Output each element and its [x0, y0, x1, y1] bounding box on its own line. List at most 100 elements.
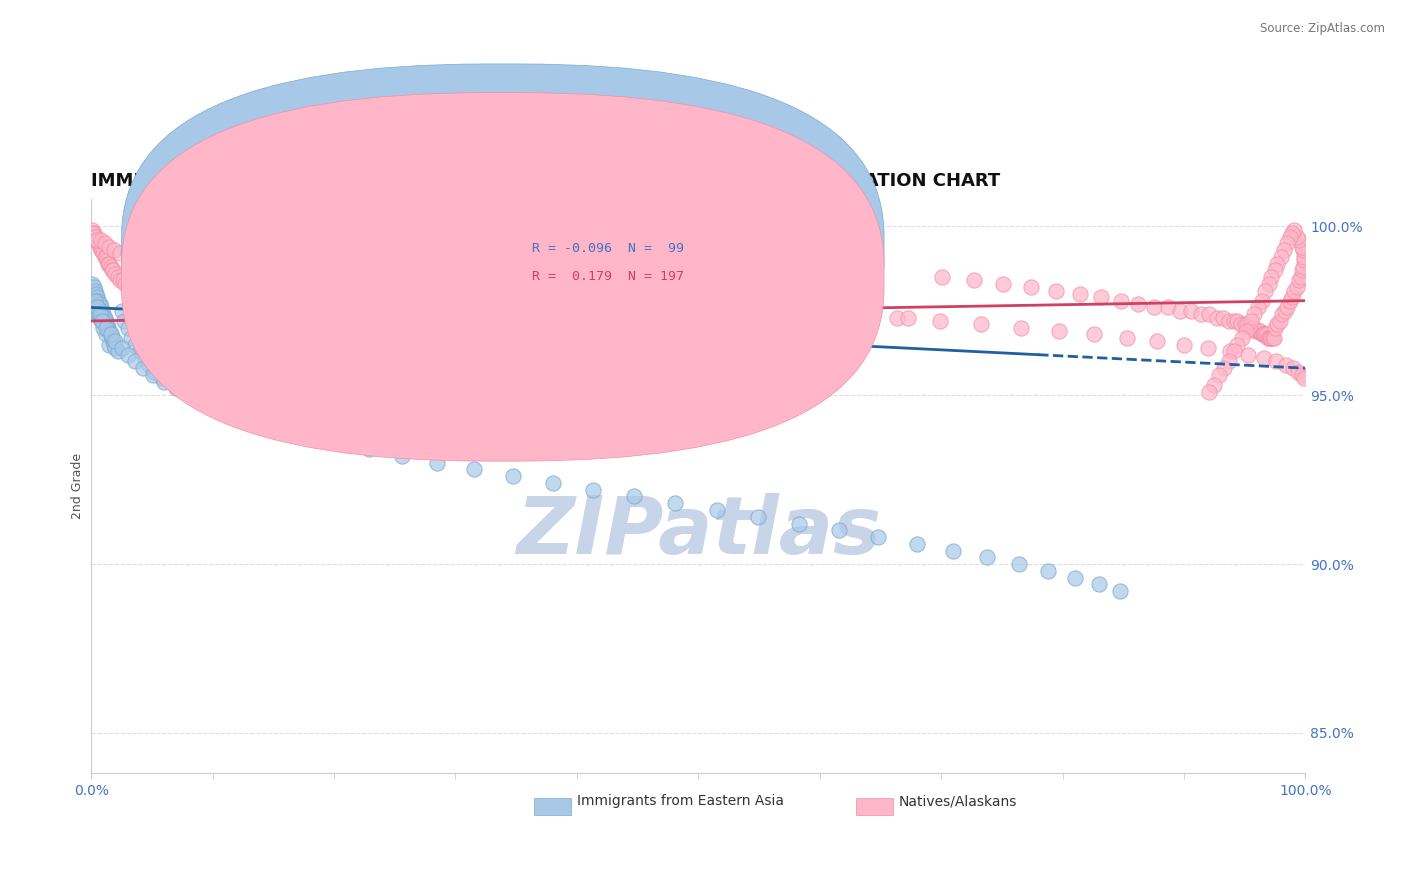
- Point: [103, 337, 125, 351]
- Point: [84, 301, 107, 315]
- Point: [1275, 301, 1298, 315]
- Point: [866, 530, 889, 544]
- Point: [83, 284, 105, 298]
- Point: [159, 287, 181, 301]
- Point: [112, 314, 135, 328]
- Point: [1045, 284, 1067, 298]
- Point: [1036, 564, 1059, 578]
- Point: [89, 307, 111, 321]
- Point: [96, 253, 118, 268]
- Point: [135, 253, 157, 268]
- Point: [110, 341, 132, 355]
- Point: [87, 236, 110, 251]
- Point: [132, 361, 155, 376]
- Point: [1198, 307, 1220, 321]
- Point: [706, 503, 728, 517]
- Point: [125, 250, 148, 264]
- Point: [84, 287, 107, 301]
- Point: [828, 523, 851, 537]
- Point: [1247, 324, 1270, 338]
- Point: [1008, 557, 1031, 571]
- Point: [1233, 318, 1256, 332]
- Point: [329, 378, 352, 392]
- Point: [1285, 280, 1308, 294]
- Point: [905, 537, 928, 551]
- Point: [134, 287, 156, 301]
- Point: [157, 256, 180, 270]
- Point: [1240, 314, 1263, 328]
- Text: R =  0.179  N = 197: R = 0.179 N = 197: [531, 270, 683, 284]
- Point: [1157, 301, 1180, 315]
- Text: Natives/Alaskans: Natives/Alaskans: [898, 795, 1017, 808]
- Point: [1275, 358, 1298, 372]
- Point: [1063, 570, 1085, 584]
- Point: [124, 337, 146, 351]
- Point: [299, 428, 322, 442]
- Point: [786, 303, 808, 318]
- Point: [231, 409, 253, 423]
- Point: [97, 256, 120, 270]
- Point: [787, 516, 810, 531]
- Point: [120, 280, 142, 294]
- Point: [1251, 327, 1274, 342]
- Point: [86, 233, 108, 247]
- Point: [91, 303, 114, 318]
- Point: [90, 233, 112, 247]
- Point: [104, 341, 127, 355]
- Point: [224, 267, 246, 281]
- Point: [94, 320, 117, 334]
- Point: [82, 277, 104, 291]
- Point: [976, 550, 998, 565]
- Point: [1232, 331, 1254, 345]
- Point: [91, 246, 114, 260]
- Point: [963, 273, 986, 287]
- Point: [155, 293, 177, 308]
- Point: [274, 301, 297, 315]
- Point: [1281, 290, 1303, 304]
- Point: [1249, 324, 1271, 338]
- Point: [1272, 243, 1295, 257]
- Point: [1198, 384, 1220, 399]
- Point: [145, 253, 167, 268]
- Point: [1088, 577, 1111, 591]
- Point: [201, 303, 224, 318]
- Point: [1261, 331, 1284, 345]
- Point: [1257, 331, 1279, 345]
- Point: [111, 273, 134, 287]
- Point: [1239, 320, 1261, 334]
- Point: [91, 320, 114, 334]
- Point: [1218, 354, 1240, 368]
- Point: [243, 267, 266, 281]
- Point: [1288, 233, 1310, 247]
- Point: [1240, 320, 1263, 334]
- Point: [298, 368, 321, 382]
- Point: [1268, 314, 1291, 328]
- Point: [86, 303, 108, 318]
- Point: [1260, 331, 1282, 345]
- Point: [375, 280, 398, 294]
- Point: [169, 297, 191, 311]
- Point: [89, 310, 111, 325]
- Point: [1146, 334, 1168, 349]
- Point: [266, 270, 288, 285]
- Point: [1241, 320, 1264, 334]
- Point: [120, 331, 142, 345]
- Point: [117, 320, 139, 334]
- Point: [89, 297, 111, 311]
- Point: [84, 233, 107, 247]
- Text: IMMIGRANTS FROM EASTERN ASIA VS NATIVE/ALASKAN 2ND GRADE CORRELATION CHART: IMMIGRANTS FROM EASTERN ASIA VS NATIVE/A…: [91, 171, 1001, 189]
- Point: [509, 277, 531, 291]
- Point: [755, 301, 778, 315]
- Point: [83, 229, 105, 244]
- Point: [1230, 318, 1253, 332]
- Point: [204, 263, 226, 277]
- Point: [297, 303, 319, 318]
- Point: [929, 314, 952, 328]
- Point: [100, 260, 122, 274]
- Point: [799, 303, 821, 318]
- Point: [110, 303, 132, 318]
- Point: [274, 422, 297, 436]
- Point: [862, 307, 884, 321]
- Point: [208, 327, 231, 342]
- Point: [399, 398, 422, 412]
